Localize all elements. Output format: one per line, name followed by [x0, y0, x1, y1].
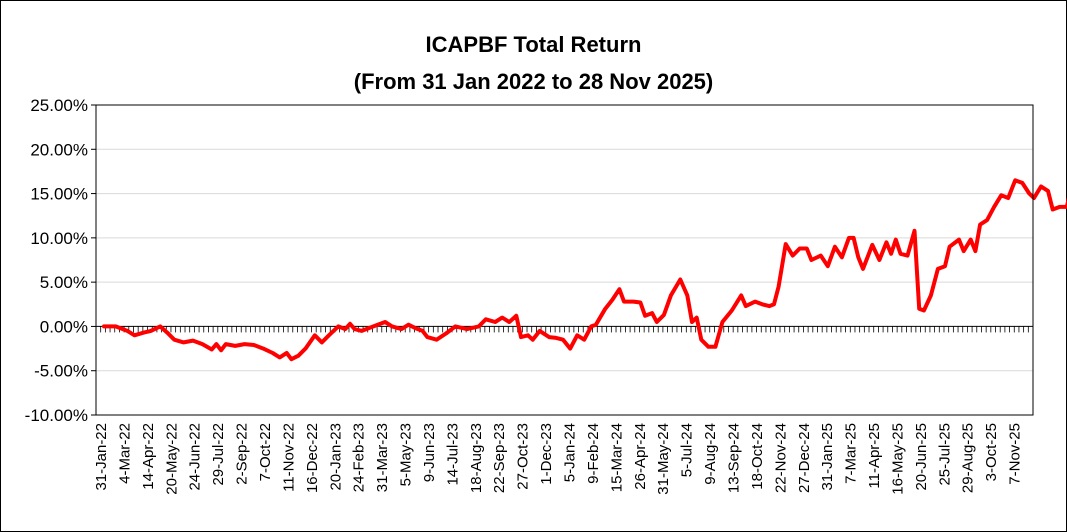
x-tick-label: 31-May-24 [655, 423, 672, 495]
y-tick-label: 25.00% [30, 96, 88, 115]
x-tick-label: 26-Apr-24 [632, 423, 649, 490]
y-axis-ticks: 25.00% 20.00% 15.00% 10.00% 5.00% 0.00% -5.00%… [25, 96, 96, 425]
y-tick-label: -5.00% [34, 362, 88, 381]
x-tick-label: 16-Dec-22 [304, 423, 321, 493]
chart-title-block: ICAPBF Total Return (From 31 Jan 2022 to… [0, 26, 1067, 100]
x-tick-label: 5-Jan-24 [562, 423, 579, 482]
x-tick-label: 9-Feb-24 [585, 423, 602, 484]
chart-subtitle: (From 31 Jan 2022 to 28 Nov 2025) [353, 69, 714, 94]
y-tick-label: 20.00% [30, 140, 88, 159]
x-tick-label: 14-Jul-23 [444, 423, 461, 486]
x-tick-label: 31-Jan-22 [93, 423, 110, 491]
x-tick-label: 20-May-22 [163, 423, 180, 495]
x-tick-label: 16-May-25 [889, 423, 906, 495]
x-tick-label: 7-Mar-25 [843, 423, 860, 484]
x-tick-label: 15-Mar-24 [608, 423, 625, 492]
x-tick-label: 7-Nov-25 [1007, 423, 1024, 485]
x-tick-label: 14-Apr-22 [140, 423, 157, 490]
y-tick-label: 0.00% [40, 317, 88, 336]
x-tick-label: 3-Oct-25 [983, 423, 1000, 481]
x-tick-label: 18-Aug-23 [468, 423, 485, 493]
x-tick-label: 5-Jul-24 [679, 423, 696, 477]
y-tick-label: -10.00% [25, 406, 88, 425]
x-tick-label: 31-Jan-25 [819, 423, 836, 491]
x-tick-label: 20-Jun-25 [913, 423, 930, 491]
x-tick-label: 24-Jun-22 [187, 423, 204, 491]
x-tick-label: 2-Sep-22 [234, 423, 251, 485]
x-tick-label: 25-Jul-25 [936, 423, 953, 486]
x-tick-label: 27-Dec-24 [796, 423, 813, 493]
x-tick-label: 7-Oct-22 [257, 423, 274, 481]
x-tick-label: 1-Dec-23 [538, 423, 555, 485]
x-tick-label: 20-Jan-23 [327, 423, 344, 491]
x-tick-label: 22-Sep-23 [491, 423, 508, 493]
series-line [102, 178, 1067, 362]
y-tick-label: 5.00% [40, 273, 88, 292]
x-tick-label: 31-Mar-23 [374, 423, 391, 492]
plot-area-border [95, 104, 1034, 416]
x-tick-label: 11-Nov-22 [280, 423, 297, 492]
chart-title: ICAPBF Total Return [425, 32, 642, 57]
x-tick-label: 4-Mar-22 [116, 423, 133, 484]
y-tick-label: 10.00% [30, 229, 88, 248]
x-tick-label: 29-Aug-25 [960, 423, 977, 493]
series-group [102, 178, 1067, 362]
x-tick-label: 5-May-23 [398, 423, 415, 486]
x-tick-label: 11-Apr-25 [866, 423, 883, 489]
x-tick-label: 9-Aug-24 [702, 423, 719, 485]
x-axis: 31-Jan-22 4-Mar-22 14-Apr-22 20-May-22 24-Ju… [93, 325, 1034, 495]
x-tick-label: 27-Oct-23 [515, 423, 532, 490]
x-tick-label: 24-Feb-23 [351, 423, 368, 492]
grid-lines [96, 148, 1033, 372]
y-tick-label: 15.00% [30, 185, 88, 204]
x-tick-label: 18-Oct-24 [749, 423, 766, 490]
x-tick-label: 13-Sep-24 [725, 423, 742, 493]
x-tick-label: 22-Nov-24 [772, 423, 789, 493]
x-tick-label: 29-Jul-22 [210, 423, 227, 486]
x-tick-label: 9-Jun-23 [421, 423, 438, 482]
